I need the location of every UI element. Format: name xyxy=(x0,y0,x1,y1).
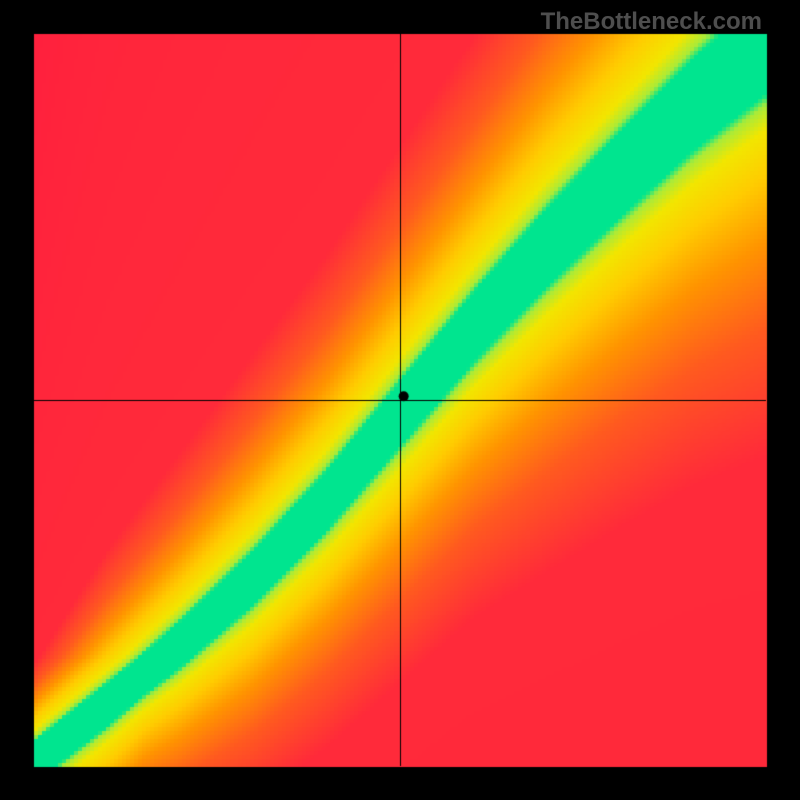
watermark-text: TheBottleneck.com xyxy=(541,8,762,36)
bottleneck-heatmap xyxy=(0,0,800,800)
chart-container: TheBottleneck.com xyxy=(0,0,800,800)
